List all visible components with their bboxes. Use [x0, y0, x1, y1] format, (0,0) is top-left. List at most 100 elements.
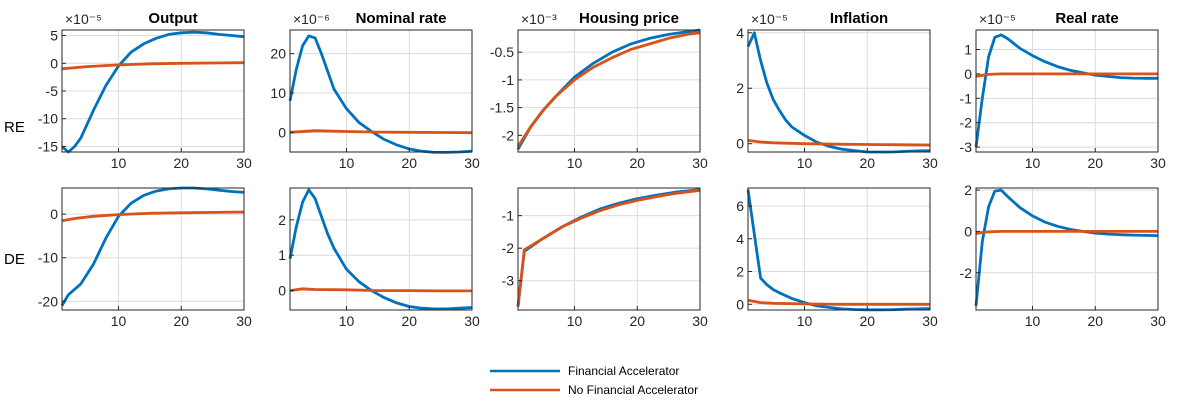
y-tick-label: 4: [736, 231, 744, 247]
series-line-no-financial-accelerator: [975, 230, 1158, 235]
x-tick-label: 10: [567, 155, 583, 171]
x-tick-label: 30: [692, 155, 708, 171]
x-tick-label: 30: [464, 155, 480, 171]
x-tick-label: 10: [1025, 155, 1041, 171]
x-tick-label: 10: [339, 155, 355, 171]
series-line-no-financial-accelerator: [747, 139, 931, 147]
x-tick-label: 10: [111, 155, 127, 171]
y-tick-label: 0: [278, 283, 286, 299]
axes-box: [517, 29, 701, 153]
x-tick-label: 30: [236, 313, 252, 329]
series-line-no-financial-accelerator: [516, 188, 701, 307]
y-tick-label: 0: [736, 296, 744, 312]
y-tick-label: -1.5: [490, 100, 514, 116]
y-tick-label: -1: [502, 208, 515, 224]
legend-label-fa: Financial Accelerator: [568, 364, 679, 378]
x-tick-label: 10: [797, 313, 813, 329]
axes-box: [289, 187, 473, 311]
y-tick-label: -15: [38, 138, 58, 154]
x-tick-label: 10: [339, 313, 355, 329]
panel-title: Inflation: [830, 10, 888, 27]
y-tick-label: 0: [964, 223, 972, 239]
y-tick-label: 0: [278, 124, 286, 140]
x-tick-label: 30: [922, 313, 938, 329]
y-tick-label: 0: [50, 55, 58, 71]
x-tick-label: 20: [401, 155, 417, 171]
x-tick-label: 30: [236, 155, 252, 171]
y-tick-label: 0: [50, 206, 58, 222]
series-line-financial-accelerator: [746, 189, 931, 312]
series-line-financial-accelerator: [746, 31, 931, 154]
axis-exponent: ×10⁻³: [521, 11, 557, 27]
axes-box: [975, 29, 1159, 153]
y-tick-label: 2: [278, 212, 286, 228]
panel-title: Real rate: [1055, 10, 1118, 27]
axes-box: [975, 187, 1159, 311]
series-line-financial-accelerator: [516, 28, 701, 150]
x-tick-label: 20: [401, 313, 417, 329]
legend-label-nofa: No Financial Accelerator: [568, 383, 698, 397]
series-line-no-financial-accelerator: [289, 287, 472, 293]
y-tick-label: -2: [502, 240, 515, 256]
series-line-no-financial-accelerator: [61, 210, 245, 223]
y-tick-label: -2: [960, 115, 973, 131]
panel-re-1: 10 20 30 5 0 -5 -10 -15 ×10⁻⁵ Output: [38, 10, 252, 171]
axes-box: [747, 29, 931, 153]
row-label-de: DE: [4, 251, 25, 268]
panel-de-1: 10 20 30 0 -10 -20: [38, 186, 252, 329]
x-tick-label: 20: [1087, 155, 1103, 171]
series-line-financial-accelerator: [288, 188, 473, 311]
x-tick-label: 10: [111, 313, 127, 329]
series-line-financial-accelerator: [974, 33, 1158, 148]
y-tick-label: 0: [964, 66, 972, 82]
x-tick-label: 30: [922, 155, 938, 171]
x-tick-label: 30: [1150, 155, 1166, 171]
x-tick-label: 30: [1150, 313, 1166, 329]
legend: Financial Accelerator No Financial Accel…: [490, 364, 698, 397]
y-tick-label: -10: [38, 250, 58, 266]
axis-exponent: ×10⁻⁵: [65, 11, 102, 27]
series-line-no-financial-accelerator: [61, 61, 245, 71]
row-label-re: RE: [4, 119, 25, 136]
axes-box: [517, 187, 701, 311]
axis-exponent: ×10⁻⁵: [751, 11, 788, 27]
series-line-no-financial-accelerator: [747, 298, 930, 306]
x-tick-label: 10: [1025, 313, 1041, 329]
y-tick-label: 5: [50, 28, 58, 44]
x-tick-label: 20: [859, 313, 875, 329]
y-tick-label: -1: [960, 90, 973, 106]
series-line-no-financial-accelerator: [289, 129, 473, 135]
y-tick-label: -2: [502, 127, 515, 143]
panel-de-3: 10 20 30 -1 -2 -3: [502, 187, 708, 329]
y-tick-label: 2: [736, 80, 744, 96]
x-tick-label: 20: [629, 313, 645, 329]
x-tick-label: 20: [1087, 313, 1103, 329]
y-tick-label: 2: [736, 264, 744, 280]
y-tick-label: -3: [502, 273, 515, 289]
y-tick-label: 1: [964, 42, 972, 58]
x-tick-label: 20: [629, 155, 645, 171]
series-line-financial-accelerator: [60, 186, 245, 307]
series-line-financial-accelerator: [61, 30, 245, 154]
panel-re-3: 10 20 30 -0.5 -1 -1.5 -2 ×10⁻³ Housing price: [490, 10, 708, 171]
panel-title: Nominal rate: [356, 10, 447, 27]
series-line-financial-accelerator: [974, 188, 1159, 307]
y-tick-label: -5: [46, 83, 59, 99]
x-tick-label: 20: [173, 155, 189, 171]
y-tick-label: 6: [736, 198, 744, 214]
axes-box: [61, 187, 245, 311]
axis-exponent: ×10⁻⁵: [979, 11, 1016, 27]
panel-re-2: 10 20 30 20 10 0 ×10⁻⁶ Nominal rate: [270, 10, 480, 171]
y-tick-label: 2: [964, 182, 972, 198]
y-tick-label: -20: [38, 293, 58, 309]
y-tick-label: -10: [38, 111, 58, 127]
x-tick-label: 30: [464, 313, 480, 329]
x-tick-label: 30: [692, 313, 708, 329]
y-tick-label: 0: [736, 136, 744, 152]
